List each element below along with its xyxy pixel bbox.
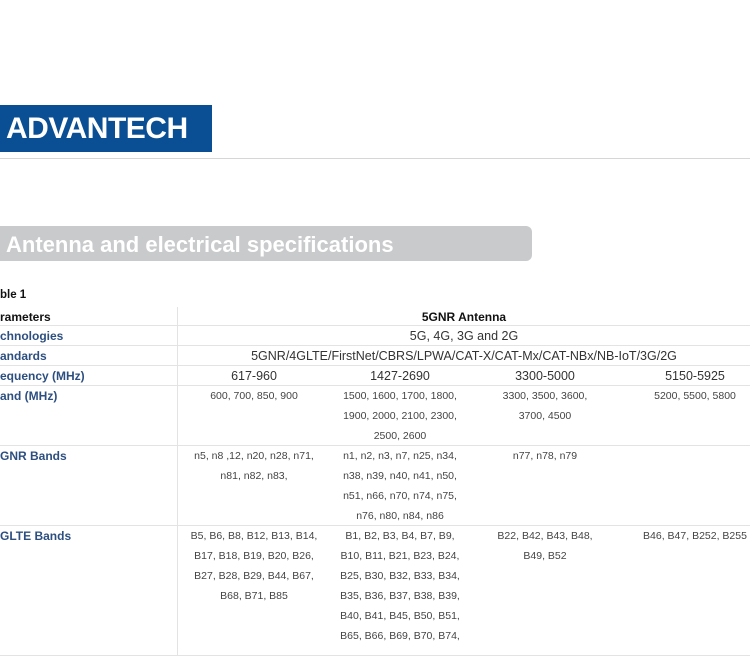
cell-line: B68, B71, B85: [220, 590, 288, 602]
cell-line: 5GNR Antenna: [421, 310, 507, 324]
table-cell: 600, 700, 850, 900: [178, 386, 330, 406]
cell-line: n76, n80, n84, n86: [356, 510, 444, 522]
row-label: and (MHz): [0, 386, 178, 445]
table-cell: B22, B42, B43, B48, B49, B52: [470, 526, 620, 566]
cell-line: 1427-2690: [370, 369, 430, 383]
cell-line: B46, B47, B252, B255: [643, 530, 747, 542]
cell-line: 617-960: [231, 369, 277, 383]
cell-line: B49, B52: [523, 550, 567, 562]
table-caption: ble 1: [0, 289, 27, 301]
table-cell: 1427-2690: [330, 366, 470, 386]
table-row: chnologies 5G, 4G, 3G and 2G: [0, 326, 750, 346]
cell-line: 2500, 2600: [373, 430, 427, 442]
row-label: GLTE Bands: [0, 526, 178, 655]
cell-line: n51, n66, n70, n74, n75,: [343, 490, 457, 502]
cell-line: 3300-5000: [515, 369, 575, 383]
cell-line: B22, B42, B43, B48,: [497, 530, 593, 542]
table-cell: 3300, 3500, 3600, 3700, 4500: [470, 386, 620, 426]
cell-line: B65, B66, B69, B70, B74,: [340, 630, 460, 642]
table-cell: B1, B2, B3, B4, B7, B9, B10, B11, B21, B2…: [330, 526, 470, 646]
table-row: GNR Bands n5, n8 ,12, n20, n28, n71, n81, …: [0, 446, 750, 526]
table-row: equency (MHz) 617-960 1427-2690 3300-5000 51…: [0, 366, 750, 386]
cell-line: 5150-5925: [665, 369, 725, 383]
logo: ADVANTECH: [0, 105, 212, 152]
cell-line: 1900, 2000, 2100, 2300,: [343, 410, 457, 422]
table-cell: B46, B47, B252, B255: [620, 526, 750, 546]
row-label: equency (MHz): [0, 366, 178, 385]
table-row: and (MHz) 600, 700, 850, 900 1500, 1600, 1…: [0, 386, 750, 446]
cell-line: B5, B6, B8, B12, B13, B14,: [190, 530, 318, 542]
cell-line: n81, n82, n83,: [220, 470, 288, 482]
cell-line: 3300, 3500, 3600,: [502, 390, 588, 402]
table-cell: 5GNR Antenna: [178, 307, 750, 327]
cell-line: n5, n8 ,12, n20, n28, n71,: [194, 450, 314, 462]
table-cell: 5GNR/4GLTE/FirstNet/CBRS/LPWA/CAT-X/CAT-…: [178, 346, 750, 366]
cell-line: B1, B2, B3, B4, B7, B9,: [345, 530, 455, 542]
table-cell: n1, n2, n3, n7, n25, n34, n38, n39, n40, …: [330, 446, 470, 526]
cell-line: n77, n78, n79: [512, 450, 578, 462]
row-label: rameters: [0, 307, 178, 325]
cell-line: 1500, 1600, 1700, 1800,: [343, 390, 457, 402]
cell-line: B25, B30, B32, B33, B34,: [340, 570, 460, 582]
table-cell: 5200, 5500, 5800: [620, 386, 750, 406]
table-row: andards 5GNR/4GLTE/FirstNet/CBRS/LPWA/CAT…: [0, 346, 750, 366]
cell-line: B40, B41, B45, B50, B51,: [340, 610, 460, 622]
divider: [0, 158, 750, 159]
table-cell: 617-960: [178, 366, 330, 386]
table-cell: 5G, 4G, 3G and 2G: [178, 326, 750, 346]
table-cell: n5, n8 ,12, n20, n28, n71, n81, n82, n83,: [178, 446, 330, 486]
table-cell: B5, B6, B8, B12, B13, B14, B17, B18, B19,…: [178, 526, 330, 606]
cell-line: B27, B28, B29, B44, B67,: [194, 570, 314, 582]
row-label: GNR Bands: [0, 446, 178, 525]
row-label: andards: [0, 346, 178, 365]
cell-line: 3700, 4500: [518, 410, 572, 422]
cell-line: 5200, 5500, 5800: [654, 390, 736, 402]
table-cell: n77, n78, n79: [470, 446, 620, 466]
cell-line: B35, B36, B37, B38, B39,: [340, 590, 460, 602]
cell-line: 5G, 4G, 3G and 2G: [409, 329, 519, 343]
section-title: Antenna and electrical specifications: [0, 226, 532, 261]
cell-line: B17, B18, B19, B20, B26,: [194, 550, 314, 562]
table-row: GLTE Bands B5, B6, B8, B12, B13, B14, B17,…: [0, 526, 750, 656]
table-cell: 3300-5000: [470, 366, 620, 386]
cell-line: B10, B11, B21, B23, B24,: [340, 550, 460, 562]
table-cell: 5150-5925: [620, 366, 750, 386]
table-cell: 1500, 1600, 1700, 1800, 1900, 2000, 2100,…: [330, 386, 470, 446]
cell-line: 5GNR/4GLTE/FirstNet/CBRS/LPWA/CAT-X/CAT-…: [251, 349, 677, 363]
table-row: rameters 5GNR Antenna: [0, 307, 750, 326]
cell-line: n1, n2, n3, n7, n25, n34,: [343, 450, 457, 462]
cell-line: n38, n39, n40, n41, n50,: [343, 470, 457, 482]
row-label: chnologies: [0, 326, 178, 345]
cell-line: 600, 700, 850, 900: [210, 390, 298, 402]
